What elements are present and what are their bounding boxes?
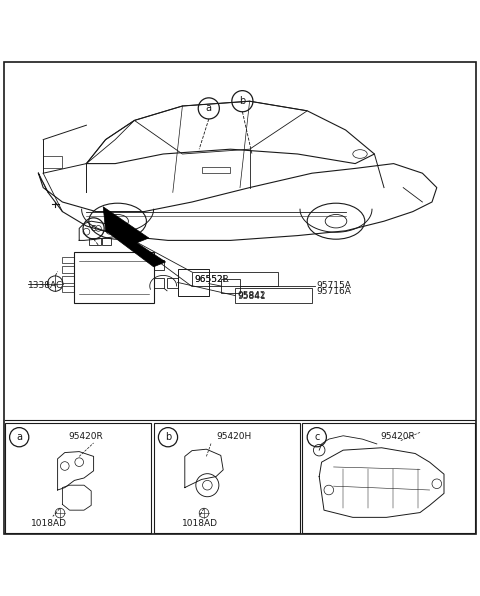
Bar xyxy=(62,266,74,273)
Bar xyxy=(154,423,300,533)
Text: a: a xyxy=(16,432,22,442)
Bar xyxy=(62,257,74,263)
Bar xyxy=(62,276,74,283)
Bar xyxy=(178,269,209,296)
Bar xyxy=(167,278,178,288)
Bar xyxy=(235,288,312,303)
Text: 96552L: 96552L xyxy=(194,275,228,284)
Text: b: b xyxy=(239,96,246,106)
Text: 96552R: 96552R xyxy=(194,275,229,284)
Bar xyxy=(5,423,151,533)
Text: 1018AD: 1018AD xyxy=(182,519,218,528)
Bar xyxy=(154,278,164,288)
Text: b: b xyxy=(165,432,171,442)
Text: 95841: 95841 xyxy=(238,292,266,301)
Bar xyxy=(192,272,278,287)
Text: 1018AD: 1018AD xyxy=(31,519,67,528)
Bar xyxy=(202,167,230,173)
Bar xyxy=(89,238,101,245)
Text: 95420H: 95420H xyxy=(216,432,252,440)
Text: 1338AC: 1338AC xyxy=(28,281,63,290)
Bar xyxy=(154,260,164,270)
Polygon shape xyxy=(103,207,166,267)
Bar xyxy=(74,252,154,303)
Text: 95420R: 95420R xyxy=(68,432,103,440)
Text: c: c xyxy=(314,432,320,442)
Text: 95420R: 95420R xyxy=(380,432,415,440)
Bar xyxy=(62,285,74,292)
Text: 95842: 95842 xyxy=(238,291,266,300)
Text: c: c xyxy=(91,224,96,234)
Bar xyxy=(43,156,62,169)
Text: 95715A: 95715A xyxy=(317,281,352,290)
Bar xyxy=(302,423,475,533)
Text: a: a xyxy=(206,103,212,113)
Text: 95716A: 95716A xyxy=(317,287,352,296)
Bar xyxy=(221,279,240,293)
Bar xyxy=(102,238,111,245)
